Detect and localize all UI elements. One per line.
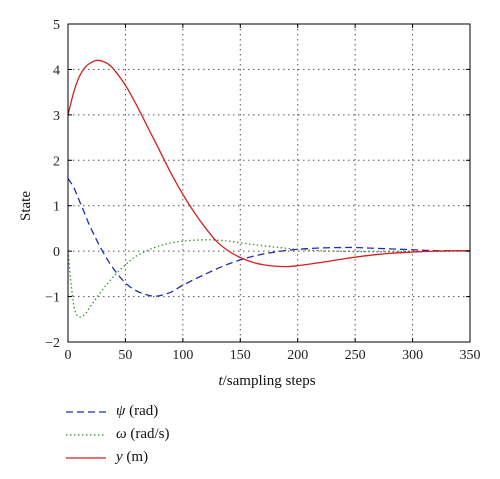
y-tick-label: −1 [45, 291, 60, 306]
legend-swatch-omega [66, 433, 106, 436]
series-line-y [67, 59, 471, 268]
legend-item-y: y (m) [66, 446, 170, 469]
y-tick-label: 1 [53, 200, 60, 215]
legend: ψ (rad) ω (rad/s) y (m) [66, 400, 170, 469]
legend-label-y: y (m) [116, 449, 149, 465]
series-line-psi [67, 178, 470, 297]
y-tick-label: −2 [45, 336, 60, 351]
x-tick-label: 350 [460, 348, 481, 363]
legend-label-psi: ψ (rad) [116, 403, 159, 419]
x-tick-label: 250 [345, 348, 366, 363]
x-tick-label: 100 [172, 348, 193, 363]
ticks: 0 50 100 150 200 250 300 350 −2 −1 0 1 2 3 4 5 [45, 18, 480, 363]
legend-item-omega: ω (rad/s) [66, 423, 170, 446]
grid [68, 24, 470, 342]
y-tick-label: 4 [53, 63, 60, 78]
x-tick-label: 50 [118, 348, 132, 363]
legend-label-omega: ω (rad/s) [116, 426, 170, 442]
y-axis-label: State [18, 191, 34, 221]
legend-swatch-y [66, 456, 106, 459]
x-tick-label: 150 [230, 348, 251, 363]
x-tick-label: 300 [402, 348, 423, 363]
x-axis-label: t/sampling steps [218, 373, 315, 389]
y-tick-label: 2 [53, 154, 60, 169]
y-tick-label: 3 [53, 109, 60, 124]
x-axis-label-text: /sampling steps [223, 373, 316, 389]
x-axis-label-variable: t [218, 373, 223, 389]
series-lines [67, 59, 471, 318]
chart: 0 50 100 150 200 250 300 350 −2 −1 0 1 2 3 4 5 State t/… [18, 18, 481, 389]
y-tick-label: 5 [53, 18, 60, 33]
plot-frame [67, 23, 471, 343]
x-tick-label: 0 [65, 348, 72, 363]
x-tick-label: 200 [287, 348, 308, 363]
legend-swatch-psi [66, 410, 106, 413]
y-tick-label: 0 [53, 245, 60, 260]
legend-item-psi: ψ (rad) [66, 400, 170, 423]
